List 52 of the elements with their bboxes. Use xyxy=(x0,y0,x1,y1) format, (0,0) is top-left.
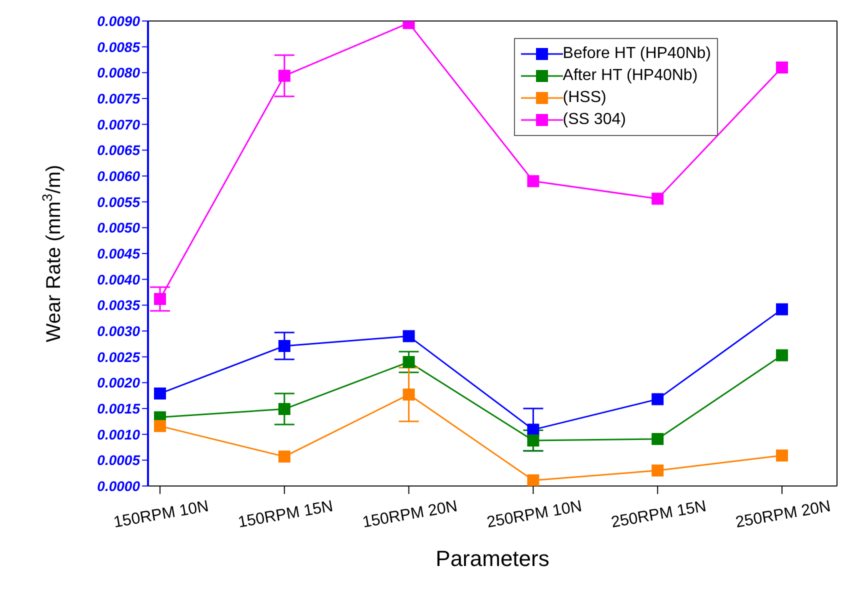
y-tick-label: 0.0080 xyxy=(97,64,140,81)
y-tick-label: 0.0050 xyxy=(97,220,140,236)
y-tick-label: 0.0040 xyxy=(97,271,140,288)
x-tick-label: 150RPM 15N xyxy=(236,498,334,532)
point xyxy=(402,356,415,368)
y-tick-label: 0.0070 xyxy=(97,116,140,132)
point xyxy=(776,62,788,74)
x-tick-label: 250RPM 20N xyxy=(734,498,832,532)
point xyxy=(278,70,290,82)
legend-label: (HSS) xyxy=(562,88,606,108)
legend-label: After HT (HP40Nb) xyxy=(562,66,698,86)
y-tick-label: 0.0065 xyxy=(97,142,140,158)
point xyxy=(402,330,415,342)
legend-label: (SS 304) xyxy=(562,110,626,130)
point xyxy=(652,192,664,205)
y-tick-label: 0.0045 xyxy=(97,245,140,262)
point xyxy=(652,432,664,445)
point xyxy=(278,403,290,416)
point xyxy=(527,175,540,188)
point xyxy=(527,474,540,486)
point xyxy=(776,303,788,316)
y-tick-label: 0.0055 xyxy=(97,194,140,210)
point xyxy=(652,464,664,476)
y-tick-label: 0.0000 xyxy=(97,478,140,494)
point xyxy=(154,292,166,305)
y-tick-label: 0.0075 xyxy=(97,90,140,106)
x-tick-label: 150RPM 10N xyxy=(112,498,210,532)
point xyxy=(652,393,664,406)
point xyxy=(402,388,415,401)
y-tick-label: 0.0005 xyxy=(97,452,140,468)
point xyxy=(527,434,540,447)
y-tick-label: 0.0010 xyxy=(97,426,140,442)
y-tick-label: 0.0035 xyxy=(97,297,140,314)
x-tick-label: 250RPM 15N xyxy=(610,498,708,532)
point xyxy=(154,388,166,400)
y-tick-label: 0.0090 xyxy=(97,12,140,29)
x-tick-label: 150RPM 20N xyxy=(361,498,459,532)
y-tick-label: 0.0060 xyxy=(97,168,140,184)
point xyxy=(527,424,540,436)
point xyxy=(776,450,788,462)
point xyxy=(776,349,788,362)
x-axis-title: Parameters xyxy=(436,546,550,571)
y-tick-label: 0.0020 xyxy=(97,374,140,391)
y-tick-label: 0.0030 xyxy=(97,322,140,339)
y-tick-label: 0.0015 xyxy=(97,400,140,416)
point xyxy=(278,450,290,463)
y-tick-label: 0.0025 xyxy=(97,348,140,365)
point xyxy=(278,340,290,352)
legend-label: Before HT (HP40Nb) xyxy=(562,44,711,64)
x-tick-label: 250RPM 10N xyxy=(486,498,584,532)
point xyxy=(154,420,166,432)
y-tick-label: 0.0085 xyxy=(97,38,140,55)
